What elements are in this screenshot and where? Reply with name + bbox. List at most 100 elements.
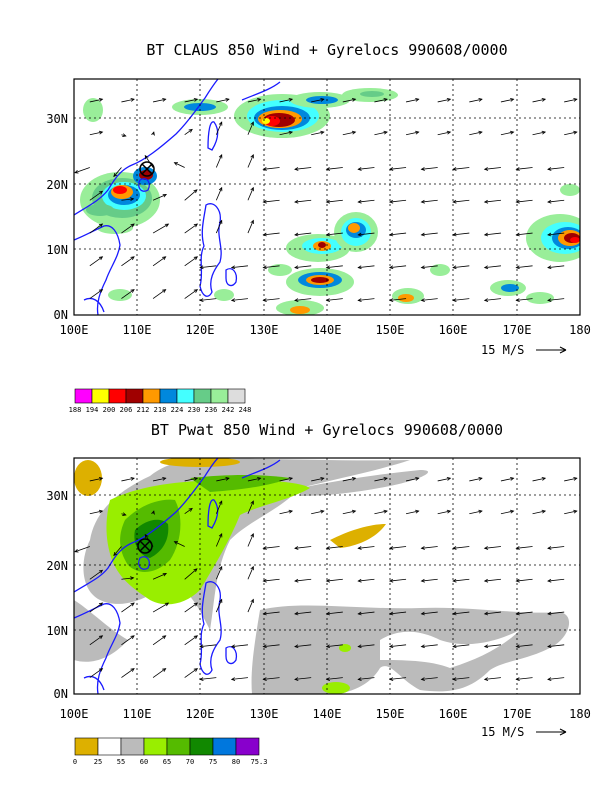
wind-vector — [500, 131, 514, 136]
wind-vector-head — [294, 611, 299, 616]
bottom-gridlines — [74, 458, 580, 694]
wind-vector — [326, 265, 343, 269]
wind-vector — [279, 131, 293, 136]
colorbar-swatch — [193, 388, 212, 404]
wind-vector — [247, 477, 261, 482]
wind-vector-head — [113, 551, 118, 557]
wind-vector — [121, 198, 134, 201]
top-cloud-field — [80, 88, 580, 315]
wind-vector-head — [325, 232, 331, 237]
wind-vector-head — [351, 98, 357, 102]
top-xtick-label: 120E — [186, 323, 215, 337]
top-japan-coast — [241, 81, 281, 101]
wind-vector-head — [230, 644, 236, 649]
wind-vector — [184, 635, 198, 646]
wind-vector-head — [193, 602, 199, 607]
top-cloud-region — [318, 242, 326, 248]
wind-vector — [469, 477, 482, 482]
wind-vector-head — [483, 644, 489, 649]
wind-vector — [152, 256, 166, 267]
wind-vector — [216, 477, 229, 482]
wind-vector — [311, 98, 324, 103]
top-storm-marker — [139, 161, 155, 177]
wind-vector-head — [478, 130, 483, 135]
wind-vector-head — [446, 477, 452, 481]
colorbar-label: 212 — [137, 406, 150, 414]
top-chart-title: BT CLAUS 850 Wind + Gyrelocs 990608/0000 — [146, 41, 507, 59]
colorbar-swatch — [210, 388, 229, 404]
wind-vector-head — [173, 162, 178, 166]
wind-vector — [389, 677, 407, 680]
wind-vector-head — [122, 133, 127, 137]
wind-vector — [89, 256, 103, 267]
wind-vector-head — [130, 576, 135, 581]
bottom-china-coast — [74, 458, 219, 593]
wind-vector — [74, 167, 90, 174]
wind-vector-head — [262, 677, 267, 681]
wind-vector-head — [383, 477, 388, 481]
wind-vector-head — [325, 611, 331, 616]
wind-vector — [247, 220, 254, 234]
wind-vector — [484, 298, 501, 301]
wind-vector — [215, 187, 223, 201]
wind-vector — [279, 98, 293, 103]
wind-vector — [184, 508, 193, 515]
wind-vector — [215, 154, 223, 168]
colorbar-swatch — [176, 388, 195, 404]
wind-vector — [200, 677, 217, 680]
wind-vector — [263, 232, 280, 236]
wind-vector — [564, 98, 577, 103]
wind-vector-head — [199, 298, 204, 302]
wind-vector — [89, 131, 103, 136]
wind-vector — [389, 546, 407, 549]
wind-vector — [516, 298, 533, 301]
wind-vector-head — [320, 98, 325, 102]
wind-vector — [421, 199, 438, 203]
wind-vector-head — [573, 98, 578, 102]
wind-vector — [89, 477, 103, 482]
wind-vector-head — [98, 477, 104, 481]
bottom-hainan-coast — [138, 556, 150, 570]
bottom-colorbar: 0 25 55 60 65 70 75 80 75.3 — [73, 737, 267, 766]
wind-vector — [311, 131, 324, 136]
wind-vector — [326, 167, 343, 170]
wind-vector-head — [162, 98, 167, 102]
wind-vector — [484, 232, 501, 236]
wind-vector — [121, 477, 135, 482]
wind-vector — [421, 546, 438, 549]
wind-vector-head — [250, 533, 254, 538]
wind-vector-head — [515, 298, 520, 302]
wind-vector-head — [388, 298, 394, 302]
wind-vector — [484, 644, 501, 648]
wind-vector-head — [257, 98, 262, 102]
wind-vector — [564, 131, 577, 136]
wind-vector — [174, 541, 185, 547]
wind-vector-head — [250, 500, 254, 505]
wind-vector — [89, 289, 103, 299]
wind-vector — [294, 199, 312, 203]
wind-vector-head — [250, 219, 254, 224]
wind-vector — [453, 232, 470, 236]
wind-vector-head — [357, 265, 362, 270]
wind-vector — [389, 232, 407, 236]
wind-vector-head — [452, 644, 457, 649]
wind-vector — [516, 232, 533, 236]
colorbar-swatch — [125, 388, 144, 404]
wind-vector-head — [162, 193, 168, 198]
wind-vector-head — [294, 167, 299, 171]
wind-vector — [389, 611, 407, 615]
wind-vector-head — [288, 477, 294, 481]
wind-vector-head — [383, 509, 388, 514]
wind-vector-head — [483, 199, 489, 204]
wind-vector-head — [357, 167, 362, 171]
wind-vector-head — [541, 130, 547, 135]
wind-vector — [326, 677, 343, 680]
top-cloud-region — [348, 223, 360, 233]
wind-vector-head — [98, 130, 104, 135]
wind-vector — [231, 265, 248, 269]
wind-vector-head — [547, 546, 552, 550]
wind-vector-head — [218, 598, 223, 603]
wind-vector — [247, 187, 254, 201]
wind-vector — [152, 602, 169, 613]
wind-vector-head — [294, 298, 299, 302]
